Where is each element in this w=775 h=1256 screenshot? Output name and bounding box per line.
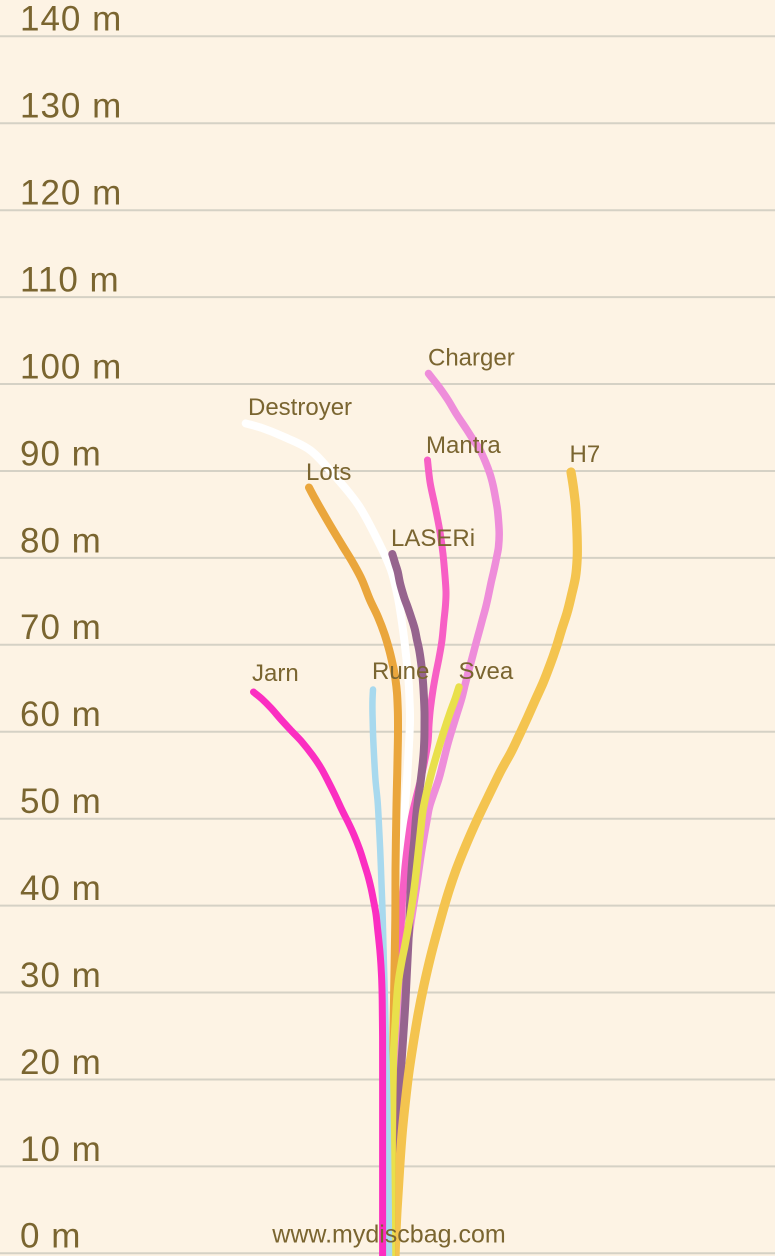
svg-text:10 m: 10 m	[20, 1130, 102, 1169]
svg-text:120 m: 120 m	[20, 174, 122, 213]
svg-text:H7: H7	[570, 441, 601, 468]
svg-text:www.mydiscbag.com: www.mydiscbag.com	[271, 1221, 505, 1249]
svg-text:60 m: 60 m	[20, 695, 102, 734]
svg-text:Charger: Charger	[428, 345, 515, 372]
svg-text:70 m: 70 m	[20, 608, 102, 647]
svg-text:80 m: 80 m	[20, 521, 102, 560]
svg-text:30 m: 30 m	[20, 956, 102, 995]
svg-text:50 m: 50 m	[20, 782, 102, 821]
svg-text:140 m: 140 m	[20, 0, 122, 39]
svg-text:Mantra: Mantra	[426, 432, 501, 459]
svg-text:Svea: Svea	[459, 658, 514, 685]
svg-text:LASERi: LASERi	[391, 525, 475, 552]
svg-text:Rune: Rune	[372, 658, 429, 685]
svg-text:Jarn: Jarn	[252, 660, 299, 687]
svg-text:100 m: 100 m	[20, 347, 122, 386]
svg-text:110 m: 110 m	[20, 261, 120, 300]
svg-text:20 m: 20 m	[20, 1043, 102, 1082]
svg-text:90 m: 90 m	[20, 434, 102, 473]
svg-text:0 m: 0 m	[20, 1217, 81, 1256]
svg-text:40 m: 40 m	[20, 869, 102, 908]
svg-text:Destroyer: Destroyer	[248, 394, 352, 421]
svg-text:130 m: 130 m	[20, 87, 122, 126]
svg-text:Lots: Lots	[306, 459, 351, 486]
